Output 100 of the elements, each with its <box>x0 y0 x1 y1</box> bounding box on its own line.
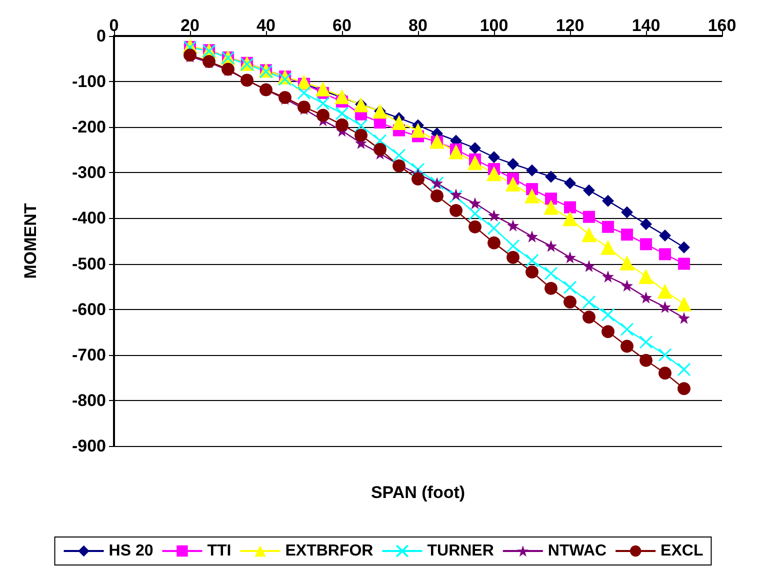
point <box>316 108 330 122</box>
point <box>659 301 671 314</box>
x-tick-label: 60 <box>332 16 352 35</box>
x-axis-title: SPAN (foot) <box>370 483 466 502</box>
y-axis-title: MOMENT <box>21 202 40 279</box>
point <box>488 236 500 250</box>
y-tick-label: -100 <box>72 72 106 92</box>
point <box>525 254 539 268</box>
point <box>278 72 292 86</box>
x-tick-label: 140 <box>632 16 660 35</box>
point <box>544 200 558 215</box>
point <box>526 164 538 176</box>
point <box>430 189 444 202</box>
point <box>545 170 557 183</box>
point <box>506 250 520 264</box>
point <box>392 115 406 130</box>
point <box>335 106 349 120</box>
point <box>373 134 387 148</box>
point <box>620 322 634 336</box>
point <box>334 89 350 104</box>
point <box>678 241 690 254</box>
point <box>564 177 576 190</box>
point <box>678 312 690 324</box>
point <box>469 142 481 154</box>
y-tick-label: -600 <box>72 300 106 319</box>
point <box>392 148 406 162</box>
point <box>659 230 671 242</box>
point <box>448 144 464 160</box>
legend-label: NTWAC <box>548 542 607 560</box>
point <box>450 204 462 217</box>
point <box>316 81 330 96</box>
point <box>563 280 577 294</box>
x-tick-label: 20 <box>180 16 200 35</box>
point <box>602 194 614 207</box>
point <box>469 197 481 210</box>
y-tick-label: -700 <box>72 345 106 364</box>
point <box>620 340 634 353</box>
x-tick-label: 100 <box>480 16 508 35</box>
point <box>583 210 595 223</box>
point <box>468 220 482 234</box>
point <box>620 255 634 270</box>
point <box>582 295 596 309</box>
point <box>564 251 576 264</box>
point <box>564 201 576 214</box>
point <box>640 354 652 367</box>
point <box>506 176 520 192</box>
point <box>583 260 595 272</box>
y-tick-label: -800 <box>72 390 106 410</box>
point <box>354 128 368 142</box>
point <box>545 240 557 252</box>
point <box>658 366 672 380</box>
point <box>410 122 426 138</box>
point <box>506 239 520 253</box>
point <box>488 151 500 164</box>
point <box>354 118 368 132</box>
point <box>640 238 652 250</box>
point <box>297 86 311 100</box>
point <box>678 258 690 270</box>
point <box>640 218 652 230</box>
point <box>658 284 672 299</box>
x-tick-label: 160 <box>708 16 736 35</box>
y-tick-label: -500 <box>72 254 106 274</box>
point <box>450 188 462 201</box>
x-tick-label: 0 <box>109 16 119 35</box>
point <box>659 248 671 260</box>
point <box>544 282 558 295</box>
point <box>316 96 330 110</box>
point <box>583 184 595 196</box>
point <box>678 382 690 396</box>
point <box>600 240 616 255</box>
point <box>639 335 653 349</box>
point <box>374 142 386 156</box>
point <box>658 348 672 362</box>
y-tick-label: -200 <box>72 118 106 137</box>
point <box>582 227 596 242</box>
point <box>411 162 425 176</box>
point <box>638 269 654 284</box>
point <box>677 362 691 376</box>
legend-label: EXCL <box>660 542 704 560</box>
x-tick-label: 40 <box>256 16 276 35</box>
point <box>602 325 614 338</box>
point <box>526 265 538 278</box>
x-tick-label: 120 <box>556 16 584 35</box>
legend-label: TURNER <box>427 542 494 560</box>
point <box>488 209 500 222</box>
point <box>621 206 633 218</box>
point <box>621 228 633 241</box>
point <box>582 310 596 324</box>
point <box>545 192 557 205</box>
point <box>296 74 312 90</box>
y-tick-label: -400 <box>72 208 106 228</box>
point <box>468 206 482 220</box>
point <box>524 188 540 204</box>
y-tick-label: -900 <box>72 436 106 456</box>
point <box>564 296 576 309</box>
y-tick-label: -300 <box>72 163 106 182</box>
x-tick-label: 80 <box>408 16 428 35</box>
legend-label: HS 20 <box>108 542 154 560</box>
point <box>602 270 614 283</box>
legend-label: TTI <box>207 542 232 560</box>
